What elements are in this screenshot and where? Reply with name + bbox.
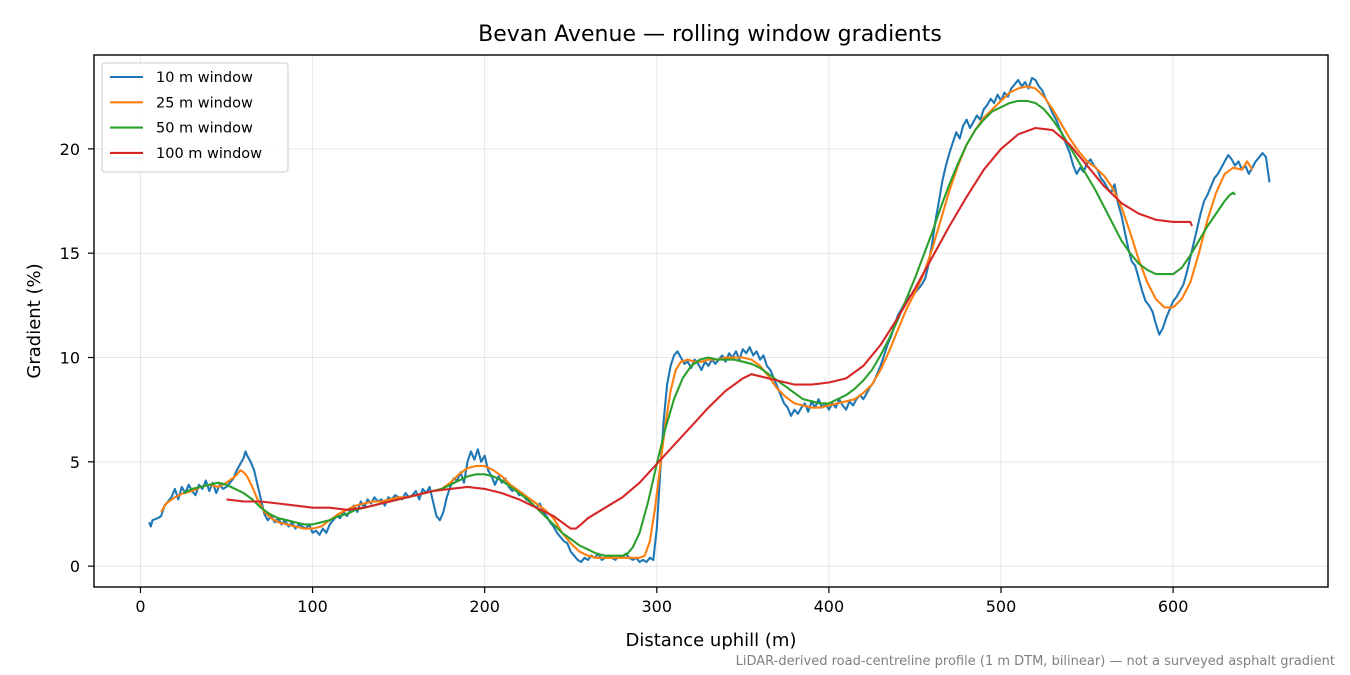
chart-title: Bevan Avenue — rolling window gradients xyxy=(478,22,942,47)
x-tick-label: 200 xyxy=(469,597,500,616)
x-axis-label: Distance uphill (m) xyxy=(626,630,797,651)
legend-label: 100 m window xyxy=(156,146,262,162)
legend-label: 25 m window xyxy=(156,95,253,111)
x-tick-label: 300 xyxy=(642,597,673,616)
legend-label: 50 m window xyxy=(156,121,253,137)
grid xyxy=(94,55,1328,587)
x-tick-label: 600 xyxy=(1158,597,1189,616)
series-layer xyxy=(148,76,1271,564)
x-tick-label: 0 xyxy=(135,597,145,616)
series-line-1 xyxy=(148,76,1271,564)
legend-box xyxy=(101,62,289,173)
x-tick-label: 400 xyxy=(814,597,845,616)
y-tick-label: 5 xyxy=(70,453,80,472)
y-tick-label: 0 xyxy=(70,557,80,576)
y-axis-label: Gradient (%) xyxy=(24,263,45,378)
series-line-3 xyxy=(183,99,1236,557)
y-axis: 0 5 10 15 20 xyxy=(60,140,94,576)
series-line-2 xyxy=(160,85,1254,559)
x-axis: 0 100 200 300 400 500 600 xyxy=(135,587,1188,616)
y-tick-label: 15 xyxy=(60,244,80,263)
legend: 10 m window 25 m window 50 m window 100 m w… xyxy=(101,62,289,173)
y-tick-label: 20 xyxy=(60,140,80,159)
plot-frame xyxy=(93,54,1329,588)
y-tick-label: 10 xyxy=(60,349,80,368)
series-line-4 xyxy=(226,126,1193,530)
footnote: LiDAR-derived road-centreline profile (1… xyxy=(736,654,1335,669)
x-tick-label: 500 xyxy=(986,597,1017,616)
x-tick-label: 100 xyxy=(297,597,328,616)
legend-label: 10 m window xyxy=(156,70,253,86)
